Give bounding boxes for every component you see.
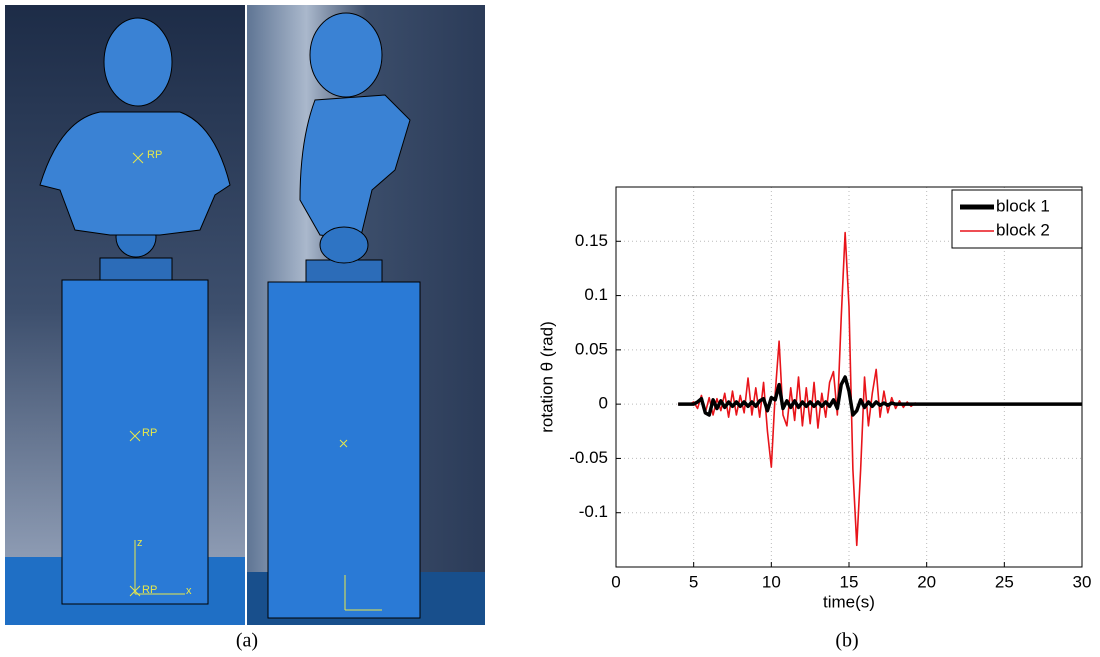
y-tick-label: -0.1: [579, 502, 608, 521]
model-label: RP: [147, 149, 162, 161]
x-axis-label: time(s): [823, 592, 875, 611]
y-tick-label: 0.1: [584, 285, 608, 304]
axis-label: x: [186, 585, 192, 597]
y-axis-label: rotation θ (rad): [537, 321, 556, 433]
model-label: RP: [142, 427, 157, 439]
caption: (b): [835, 630, 858, 652]
x-tick-label: 25: [995, 572, 1014, 591]
figure: RP RP RP z x (a) (b) 0 5 10 15 20 25 30 -0.1 -0.…: [0, 0, 1100, 657]
x-tick-label: 15: [840, 572, 859, 591]
model-panel: RP RP RP z x: [5, 5, 485, 625]
caption: (a): [236, 630, 258, 652]
legend-label: block 1: [996, 196, 1050, 215]
legend-label: block 2: [996, 220, 1050, 239]
y-tick-label: -0.05: [569, 448, 608, 467]
y-tick-label: 0: [599, 394, 608, 413]
y-tick-label: 0.05: [575, 339, 608, 358]
axis-label: z: [137, 537, 143, 549]
x-tick-label: 5: [689, 572, 698, 591]
x-tick-label: 30: [1073, 572, 1092, 591]
x-tick-label: 20: [917, 572, 936, 591]
y-tick-label: 0.15: [575, 231, 608, 250]
x-tick-label: 10: [762, 572, 781, 591]
x-tick-label: 0: [611, 572, 620, 591]
model-label: RP: [142, 584, 157, 596]
